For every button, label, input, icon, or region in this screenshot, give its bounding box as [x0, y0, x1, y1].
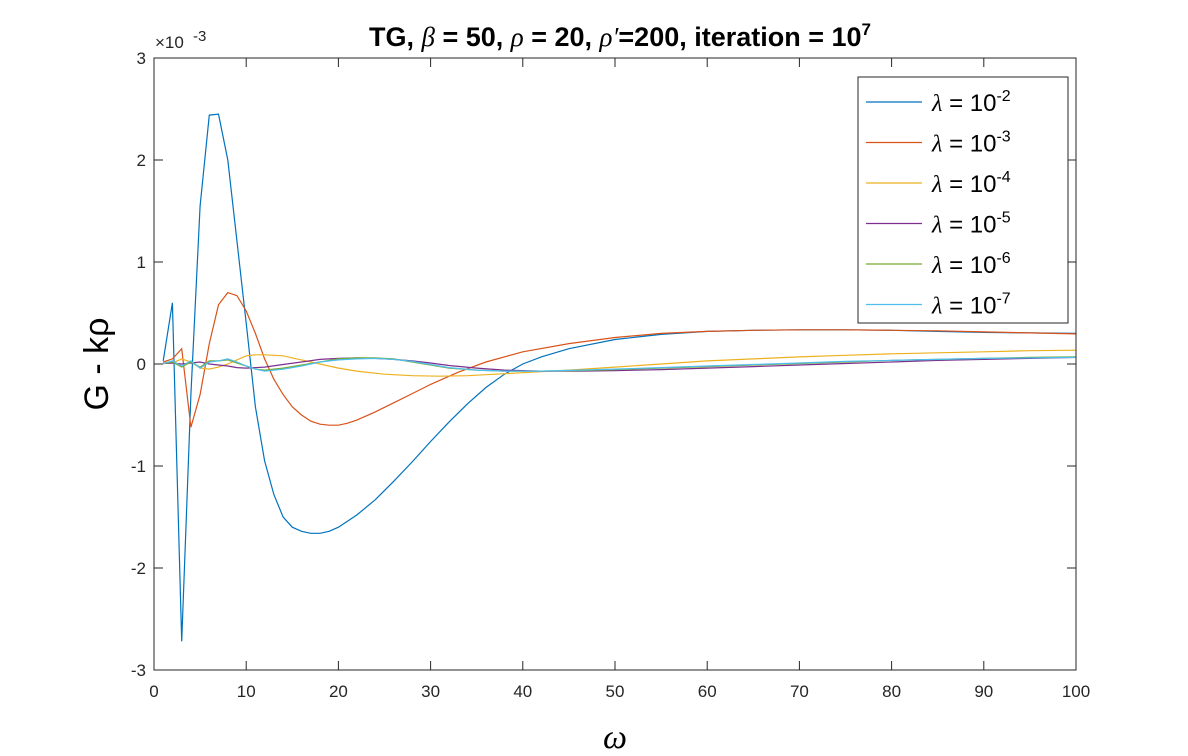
legend-box — [857, 76, 1069, 324]
legend: λ = 10-2 λ = 10-3 λ = 10-4 λ = 10-5 λ = 10-6… — [857, 76, 1069, 324]
ticks-layer: 0 10 20 30 40 50 60 70 80 90 100 -3 -2 -1 0 1 2 3 — [131, 49, 1090, 701]
series-line-2 — [163, 291, 1077, 428]
legend-label-5: λ = 10-6 — [931, 250, 1011, 279]
y-tick-label: -1 — [131, 457, 146, 476]
y-tick-label: -3 — [131, 661, 146, 680]
x-tick-label: 50 — [606, 682, 625, 701]
x-tick-label: 40 — [513, 682, 532, 701]
series-layer — [162, 113, 1077, 642]
x-tick-label: 70 — [790, 682, 809, 701]
y-tick-label: 2 — [137, 151, 146, 170]
series-line-6 — [163, 356, 1077, 372]
x-tick-label: 0 — [149, 682, 158, 701]
chart-title: TG, β = 50, ρ = 20, ρ′=200, iteration = … — [369, 20, 871, 52]
legend-items: λ = 10-2 λ = 10-3 λ = 10-4 λ = 10-5 λ = 10-6… — [866, 88, 1011, 320]
legend-label-1: λ = 10-2 — [931, 88, 1011, 117]
x-axis-label: ω — [603, 719, 627, 756]
legend-label-3: λ = 10-4 — [931, 169, 1011, 198]
y-tick-label: 1 — [137, 253, 146, 272]
y-tick-label: 3 — [137, 49, 146, 68]
x-tick-label: 80 — [882, 682, 901, 701]
y-tick-label: 0 — [137, 355, 146, 374]
legend-label-4: λ = 10-5 — [931, 210, 1011, 239]
legend-label-2: λ = 10-3 — [931, 129, 1011, 158]
x-tick-label: 60 — [698, 682, 717, 701]
legend-label-6: λ = 10-7 — [931, 291, 1011, 320]
x-tick-label: 90 — [974, 682, 993, 701]
y-multiplier-base: ×10 — [155, 33, 184, 52]
y-multiplier: ×10 -3 — [155, 28, 206, 52]
series-line-3 — [163, 349, 1077, 377]
x-tick-label: 100 — [1062, 682, 1090, 701]
y-tick-label: -2 — [131, 559, 146, 578]
y-multiplier-exponent: -3 — [193, 28, 206, 45]
x-tick-label: 20 — [329, 682, 348, 701]
x-tick-label: 30 — [421, 682, 440, 701]
x-tick-label: 10 — [237, 682, 256, 701]
y-axis-label: G - kρ — [78, 317, 116, 410]
